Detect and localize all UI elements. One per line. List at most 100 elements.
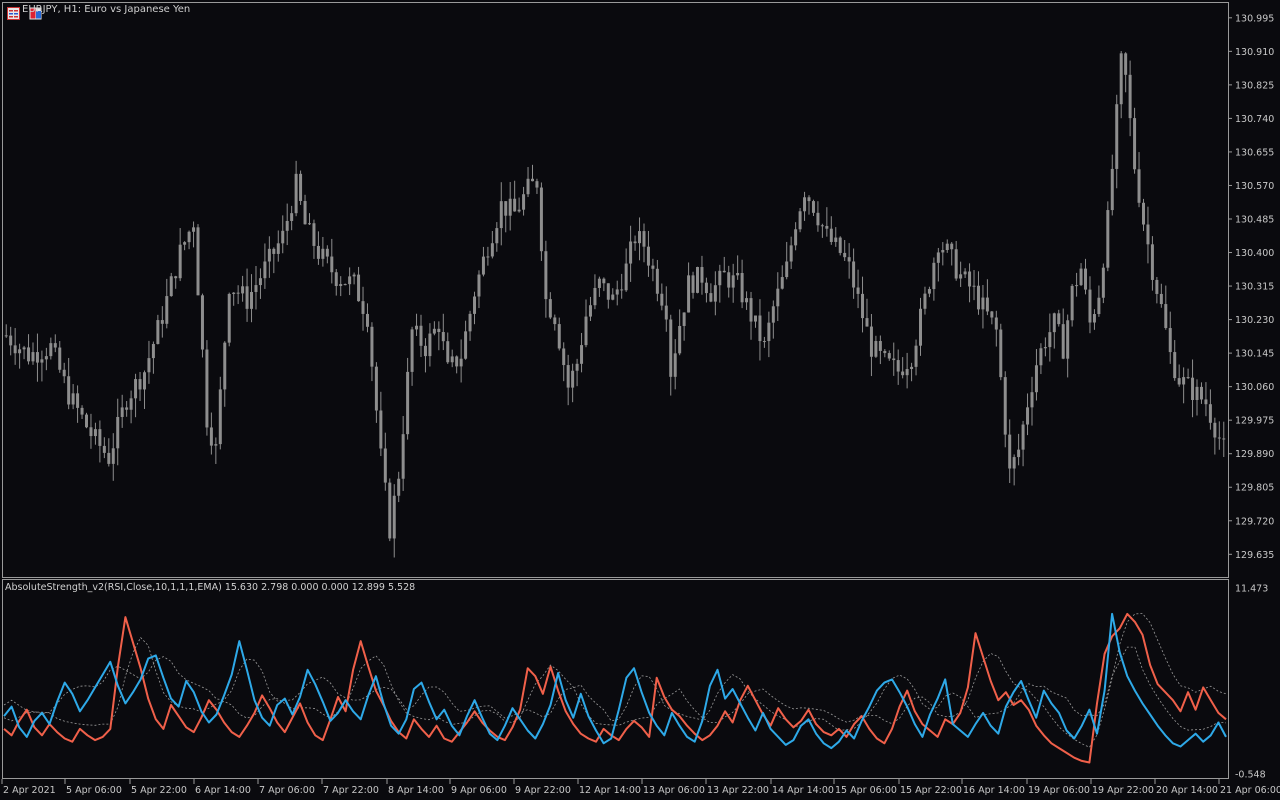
candle-body — [843, 252, 847, 258]
candle-body — [530, 178, 534, 182]
candle-body — [883, 350, 887, 354]
trade-panel-icon[interactable] — [29, 5, 42, 20]
candle-body — [985, 297, 989, 312]
candle-body — [932, 262, 936, 290]
candle-body — [31, 352, 35, 362]
candle-body — [861, 293, 865, 319]
candle-body — [910, 366, 914, 370]
candle-body — [459, 358, 463, 367]
candle-body — [820, 225, 824, 227]
candle-body — [428, 333, 432, 357]
candle-body — [602, 278, 606, 284]
candle-body — [593, 287, 597, 306]
candle-body — [584, 316, 588, 346]
candle-body — [1106, 210, 1110, 268]
candle-body — [1191, 377, 1195, 401]
time-tick-label: 20 Apr 14:00 — [1156, 785, 1218, 796]
candle-body — [660, 293, 664, 306]
candle-body — [218, 389, 222, 445]
candle-body — [98, 429, 102, 446]
candle-body — [267, 248, 271, 262]
indicator-pane[interactable] — [2, 579, 1229, 779]
candle-body — [1195, 386, 1199, 401]
candle-body — [196, 227, 200, 296]
candle-body — [517, 209, 521, 212]
candle-body — [664, 305, 668, 320]
candle-body — [486, 256, 490, 258]
candle-body — [1128, 74, 1132, 119]
time-tick-label: 9 Apr 22:00 — [515, 785, 571, 796]
candle-body — [557, 324, 561, 349]
candle-body — [134, 379, 138, 399]
price-tick-label: 129.890 — [1235, 449, 1274, 460]
candle-body — [263, 261, 267, 279]
candle-body — [1173, 352, 1177, 379]
candle-body — [9, 335, 13, 346]
indicator-label: AbsoluteStrength_v2(RSI,Close,10,1,1,1,E… — [5, 582, 222, 593]
candle-body — [811, 201, 815, 213]
time-tick-label: 8 Apr 14:00 — [388, 785, 444, 796]
candle-body — [1164, 304, 1168, 329]
price-tick-label: 130.315 — [1235, 282, 1274, 293]
candle-body — [700, 267, 704, 283]
price-tick-label: 130.740 — [1235, 114, 1274, 125]
candle-body — [816, 212, 820, 226]
candle-body — [526, 178, 530, 195]
candle-body — [575, 363, 579, 371]
candle-body — [1204, 399, 1208, 405]
indicator-title: AbsoluteStrength_v2(RSI,Close,10,1,1,1,E… — [5, 582, 415, 593]
candle-body — [165, 296, 169, 324]
candle-body — [651, 265, 655, 269]
candle-body — [794, 229, 798, 246]
candle-body — [972, 285, 976, 287]
candle-body — [214, 444, 218, 446]
time-tick-label: 14 Apr 14:00 — [772, 785, 834, 796]
candle-body — [138, 379, 142, 390]
candle-body — [160, 320, 164, 324]
candle-body — [468, 313, 472, 332]
candle-body — [892, 358, 896, 361]
candle-body — [174, 276, 178, 279]
candle-body — [580, 345, 584, 364]
price-tick-label: 129.635 — [1235, 550, 1274, 561]
candle-body — [1137, 169, 1141, 203]
candle-body — [205, 349, 209, 428]
candle-body — [919, 308, 922, 346]
bears-line — [3, 612, 1227, 764]
chart-menu-icon[interactable] — [7, 5, 20, 20]
candle-body — [1115, 104, 1119, 169]
candle-body — [704, 282, 708, 294]
time-tick-label: 6 Apr 14:00 — [195, 785, 251, 796]
candle-body — [241, 286, 245, 294]
candle-body — [834, 237, 838, 242]
candle-body — [406, 371, 410, 435]
candle-body — [1155, 279, 1159, 294]
candle-body — [1017, 449, 1021, 458]
candle-body — [1070, 285, 1074, 321]
candle-body — [308, 223, 311, 225]
candle-body — [638, 231, 642, 244]
time-tick-label: 12 Apr 14:00 — [579, 785, 641, 796]
candle-body — [285, 220, 289, 231]
candle-body — [312, 223, 316, 246]
candle-body — [147, 358, 151, 373]
candle-body — [120, 407, 124, 417]
candle-body — [1030, 392, 1034, 408]
candle-body — [374, 366, 378, 411]
candle-body — [1213, 422, 1217, 438]
candle-body — [615, 289, 619, 295]
candle-body — [142, 372, 146, 390]
candle-body — [1079, 268, 1083, 286]
candle-body — [731, 275, 735, 288]
candle-body — [236, 292, 240, 294]
candle-body — [1217, 437, 1221, 439]
candle-body — [629, 241, 633, 264]
candle-body — [1119, 53, 1123, 105]
candle-body — [901, 371, 905, 376]
price-pane[interactable] — [2, 2, 1229, 578]
candle-body — [1110, 168, 1114, 211]
candle-body — [258, 278, 262, 286]
candle-body — [111, 448, 115, 464]
candle-body — [76, 393, 80, 408]
candle-body — [905, 369, 909, 376]
